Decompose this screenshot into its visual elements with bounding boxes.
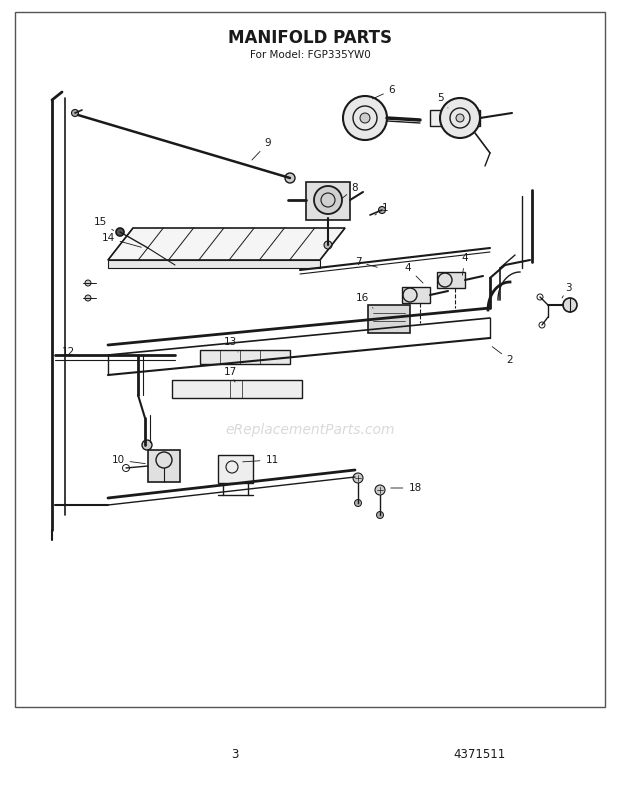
Text: 4371511: 4371511 — [454, 749, 506, 761]
Circle shape — [353, 473, 363, 483]
Circle shape — [376, 512, 384, 519]
Bar — [218, 455, 253, 483]
Polygon shape — [430, 110, 480, 126]
Circle shape — [440, 98, 480, 138]
Text: 3: 3 — [562, 283, 571, 298]
Text: 17: 17 — [223, 367, 237, 382]
Text: 6: 6 — [373, 85, 396, 99]
Text: 13: 13 — [223, 337, 238, 352]
Bar — [200, 350, 290, 364]
Circle shape — [563, 298, 577, 312]
Circle shape — [355, 499, 361, 506]
Text: 7: 7 — [355, 257, 378, 267]
Circle shape — [85, 280, 91, 286]
Circle shape — [71, 109, 79, 116]
Polygon shape — [402, 287, 430, 303]
Circle shape — [456, 114, 464, 122]
Text: 2: 2 — [492, 347, 513, 365]
Circle shape — [285, 173, 295, 183]
Text: 5: 5 — [436, 93, 448, 108]
Circle shape — [85, 295, 91, 301]
Circle shape — [142, 440, 152, 450]
Circle shape — [145, 245, 151, 251]
Polygon shape — [437, 272, 465, 288]
Text: 16: 16 — [355, 293, 373, 309]
Text: 4: 4 — [462, 253, 468, 276]
Polygon shape — [108, 228, 345, 260]
Polygon shape — [108, 260, 320, 268]
Bar — [148, 450, 180, 482]
Text: eReplacementParts.com: eReplacementParts.com — [225, 423, 395, 437]
Text: 9: 9 — [252, 138, 272, 160]
Text: 8: 8 — [342, 183, 358, 199]
Text: 18: 18 — [391, 483, 422, 493]
Text: 12: 12 — [61, 347, 80, 357]
Text: 10: 10 — [112, 455, 145, 465]
Text: 1: 1 — [375, 203, 388, 215]
Circle shape — [314, 186, 342, 214]
Text: 3: 3 — [231, 749, 239, 761]
Circle shape — [116, 228, 124, 236]
Circle shape — [324, 241, 332, 249]
Text: 14: 14 — [102, 233, 141, 247]
Circle shape — [378, 206, 386, 214]
Bar — [368, 305, 410, 333]
Bar — [15, 12, 605, 707]
Circle shape — [375, 485, 385, 495]
Bar — [172, 380, 302, 398]
Bar — [306, 182, 350, 220]
Text: 15: 15 — [94, 217, 113, 231]
Text: 4: 4 — [405, 263, 423, 283]
Circle shape — [360, 113, 370, 123]
Text: MANIFOLD PARTS: MANIFOLD PARTS — [228, 29, 392, 47]
Circle shape — [343, 96, 387, 140]
Text: For Model: FGP335YW0: For Model: FGP335YW0 — [250, 50, 370, 60]
Text: 11: 11 — [243, 455, 278, 465]
